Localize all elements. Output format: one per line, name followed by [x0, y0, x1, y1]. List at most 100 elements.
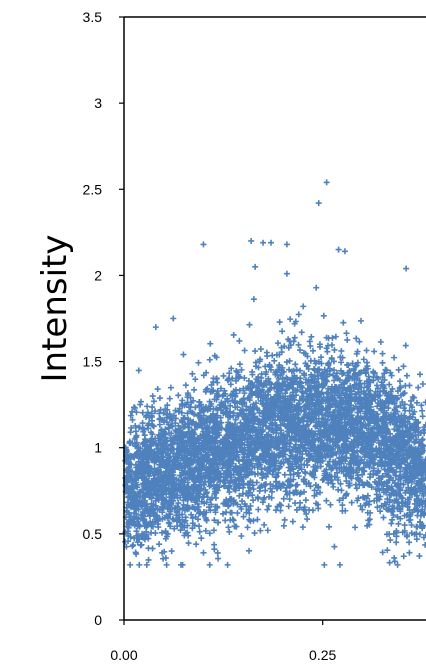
scatter-point — [222, 517, 229, 524]
scatter-point — [416, 553, 423, 560]
scatter-point — [246, 516, 253, 523]
scatter-point — [332, 333, 339, 340]
scatter-point — [277, 507, 284, 514]
scatter-point — [176, 405, 183, 412]
scatter-point — [331, 543, 338, 550]
scatter-point — [352, 524, 359, 531]
scatter-point — [132, 422, 139, 429]
scatter-point — [210, 527, 217, 534]
scatter-point — [175, 500, 182, 507]
scatter-point — [400, 363, 407, 370]
scatter-point — [401, 522, 408, 529]
scatter-point — [156, 541, 163, 548]
scatter-point — [327, 501, 334, 508]
scatter-point — [127, 429, 134, 436]
scatter-point — [338, 487, 345, 494]
scatter-point — [239, 498, 246, 505]
scatter-point — [419, 380, 426, 387]
scatter-point — [349, 360, 356, 367]
scatter-point — [285, 464, 292, 471]
scatter-point — [235, 457, 242, 464]
scatter-point — [344, 336, 351, 343]
scatter-point — [203, 517, 210, 524]
scatter-point — [379, 473, 386, 480]
scatter-point — [313, 284, 320, 291]
scatter-point — [229, 516, 236, 523]
scatter-point — [397, 492, 404, 499]
scatter-point — [206, 561, 213, 568]
scatter-point — [403, 372, 410, 379]
scatter-point — [175, 392, 182, 399]
scatter-point — [139, 420, 146, 427]
scatter-point — [184, 410, 191, 417]
scatter-point — [379, 374, 386, 381]
scatter-point — [189, 370, 196, 377]
scatter-point — [411, 500, 418, 507]
scatter-point — [250, 517, 257, 524]
scatter-point — [363, 359, 370, 366]
scatter-point — [386, 559, 393, 566]
scatter-point — [149, 393, 156, 400]
scatter-point — [166, 395, 173, 402]
scatter-point — [335, 246, 342, 253]
scatter-point — [267, 463, 274, 470]
scatter-point — [261, 521, 268, 528]
scatter-point — [377, 338, 384, 345]
scatter-point — [402, 342, 409, 349]
scatter-point — [393, 539, 400, 546]
scatter-point — [241, 347, 248, 354]
scatter-point — [406, 517, 413, 524]
scatter-point — [171, 525, 178, 532]
scatter-point — [292, 500, 299, 507]
scatter-point — [162, 535, 169, 542]
scatter-point — [250, 296, 257, 303]
scatter-point — [195, 359, 202, 366]
scatter-point — [206, 356, 213, 363]
scatter-point — [358, 317, 365, 324]
scatter-point — [255, 506, 262, 513]
scatter-point — [175, 422, 182, 429]
scatter-point — [406, 539, 413, 546]
scatter-point — [280, 522, 287, 529]
scatter-point — [289, 518, 296, 525]
scatter-point — [419, 407, 426, 414]
scatter-point — [163, 561, 170, 568]
scatter-point — [236, 337, 243, 344]
scatter-point — [317, 489, 324, 496]
scatter-point — [254, 516, 261, 523]
scatter-point — [220, 372, 227, 379]
scatter-point — [226, 489, 233, 496]
scatter-point — [282, 488, 289, 495]
scatter-point — [389, 503, 396, 510]
scatter-point — [340, 319, 347, 326]
scatter-point — [323, 179, 330, 186]
scatter-point — [143, 561, 150, 568]
scatter-point — [182, 382, 189, 389]
scatter-point — [167, 384, 174, 391]
scatter-point — [257, 527, 264, 534]
scatter-point — [262, 487, 269, 494]
scatter-point — [331, 346, 338, 353]
scatter-point — [191, 386, 198, 393]
scatter-point — [227, 402, 234, 409]
scatter-point — [386, 381, 393, 388]
scatter-point — [207, 507, 214, 514]
scatter-point — [416, 371, 423, 378]
scatter-point — [304, 516, 311, 523]
scatter-point — [295, 341, 302, 348]
scatter-point — [196, 523, 203, 530]
scatter-point — [239, 490, 246, 497]
scatter-point — [207, 340, 214, 347]
scatter-point — [403, 265, 410, 272]
scatter-point — [357, 502, 364, 509]
scatter-point — [333, 370, 340, 377]
scatter-point — [289, 463, 296, 470]
scatter-point — [251, 530, 258, 537]
scatter-point — [185, 540, 192, 547]
scatter-point — [137, 542, 144, 549]
scatter-point — [206, 530, 213, 537]
scatter-point — [323, 497, 330, 504]
scatter-point — [406, 549, 413, 556]
scatter-point — [248, 237, 255, 244]
